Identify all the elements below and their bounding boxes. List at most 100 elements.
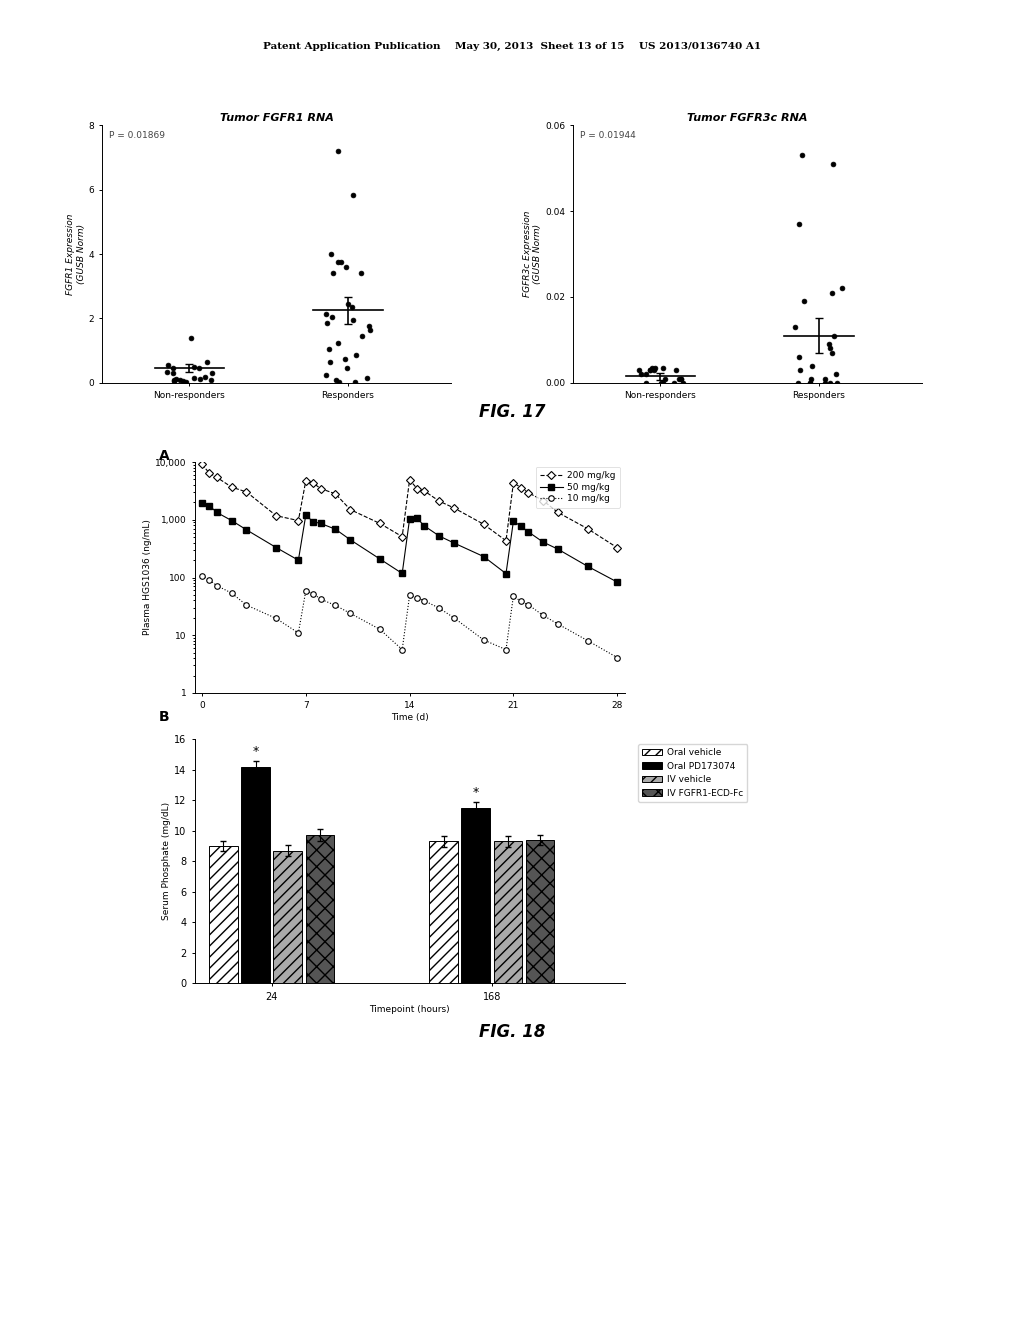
50 mg/kg [507, 513, 519, 529]
10 mg/kg [292, 626, 304, 642]
Point [347, 371, 364, 392]
Point [647, 358, 664, 379]
200 mg/kg [403, 471, 416, 487]
Line: 200 mg/kg: 200 mg/kg [200, 462, 620, 550]
Text: Patent Application Publication    May 30, 2013  Sheet 13 of 15    US 2013/013674: Patent Application Publication May 30, 2… [263, 42, 761, 50]
200 mg/kg [241, 484, 253, 500]
10 mg/kg [418, 593, 430, 609]
Bar [494, 841, 522, 983]
200 mg/kg [292, 512, 304, 528]
200 mg/kg [552, 504, 564, 520]
50 mg/kg [330, 521, 342, 537]
Text: P = 0.01944: P = 0.01944 [581, 131, 636, 140]
10 mg/kg [270, 611, 283, 627]
Point [353, 263, 370, 284]
Point [161, 355, 177, 376]
Point [823, 342, 840, 363]
200 mg/kg [537, 492, 549, 508]
Bar [242, 767, 269, 983]
200 mg/kg [374, 516, 386, 532]
Y-axis label: FGFR1 Expression
(GUSB Norm): FGFR1 Expression (GUSB Norm) [67, 214, 86, 294]
Point [653, 372, 670, 393]
10 mg/kg [522, 597, 535, 612]
Point [666, 372, 682, 393]
200 mg/kg [330, 486, 342, 502]
200 mg/kg [500, 533, 512, 549]
Point [345, 309, 361, 330]
Point [331, 371, 347, 392]
10 mg/kg [515, 594, 527, 610]
50 mg/kg [300, 507, 312, 523]
Point [631, 359, 647, 380]
Line: 10 mg/kg: 10 mg/kg [200, 573, 620, 660]
200 mg/kg [211, 470, 223, 486]
10 mg/kg [307, 586, 319, 602]
Text: *: * [472, 785, 479, 799]
50 mg/kg [203, 498, 215, 513]
50 mg/kg [537, 535, 549, 550]
Point [318, 313, 335, 334]
10 mg/kg [582, 632, 594, 648]
50 mg/kg [344, 532, 356, 548]
Point [339, 358, 355, 379]
Point [203, 370, 219, 391]
Bar [429, 841, 458, 983]
Point [791, 214, 807, 235]
Legend: 200 mg/kg, 50 mg/kg, 10 mg/kg: 200 mg/kg, 50 mg/kg, 10 mg/kg [536, 466, 621, 508]
Point [165, 363, 181, 384]
Point [802, 372, 818, 393]
Point [657, 368, 674, 389]
50 mg/kg [500, 566, 512, 582]
Point [834, 279, 850, 300]
Bar [273, 850, 302, 983]
Point [791, 347, 807, 368]
50 mg/kg [582, 558, 594, 574]
Point [802, 372, 818, 393]
Point [645, 359, 662, 380]
200 mg/kg [300, 473, 312, 488]
Point [787, 317, 804, 338]
Point [642, 359, 658, 380]
Point [359, 367, 376, 388]
Point [828, 372, 845, 393]
Point [794, 145, 810, 166]
Point [797, 290, 813, 312]
10 mg/kg [500, 642, 512, 657]
10 mg/kg [374, 622, 386, 638]
Point [193, 368, 209, 389]
Point [821, 338, 838, 359]
Point [823, 282, 840, 304]
Bar [305, 836, 334, 983]
50 mg/kg [314, 516, 327, 532]
Point [803, 368, 819, 389]
Point [330, 252, 346, 273]
50 mg/kg [211, 504, 223, 520]
50 mg/kg [396, 565, 409, 581]
Point [166, 371, 182, 392]
10 mg/kg [433, 601, 445, 616]
Bar [462, 808, 489, 983]
Point [633, 363, 649, 385]
Point [159, 360, 175, 381]
Point [172, 370, 188, 391]
200 mg/kg [515, 479, 527, 495]
10 mg/kg [552, 616, 564, 632]
50 mg/kg [433, 528, 445, 544]
Point [165, 358, 181, 379]
Point [790, 372, 806, 393]
50 mg/kg [270, 540, 283, 556]
50 mg/kg [411, 511, 423, 527]
Point [199, 351, 215, 372]
200 mg/kg [270, 508, 283, 524]
Title: Tumor FGFR1 RNA: Tumor FGFR1 RNA [219, 114, 334, 123]
Point [793, 359, 809, 380]
Point [654, 372, 671, 393]
10 mg/kg [447, 610, 460, 626]
50 mg/kg [477, 549, 489, 565]
Text: B: B [159, 710, 169, 725]
Point [186, 367, 203, 388]
200 mg/kg [411, 480, 423, 496]
10 mg/kg [241, 597, 253, 612]
200 mg/kg [522, 484, 535, 500]
Point [340, 293, 356, 314]
